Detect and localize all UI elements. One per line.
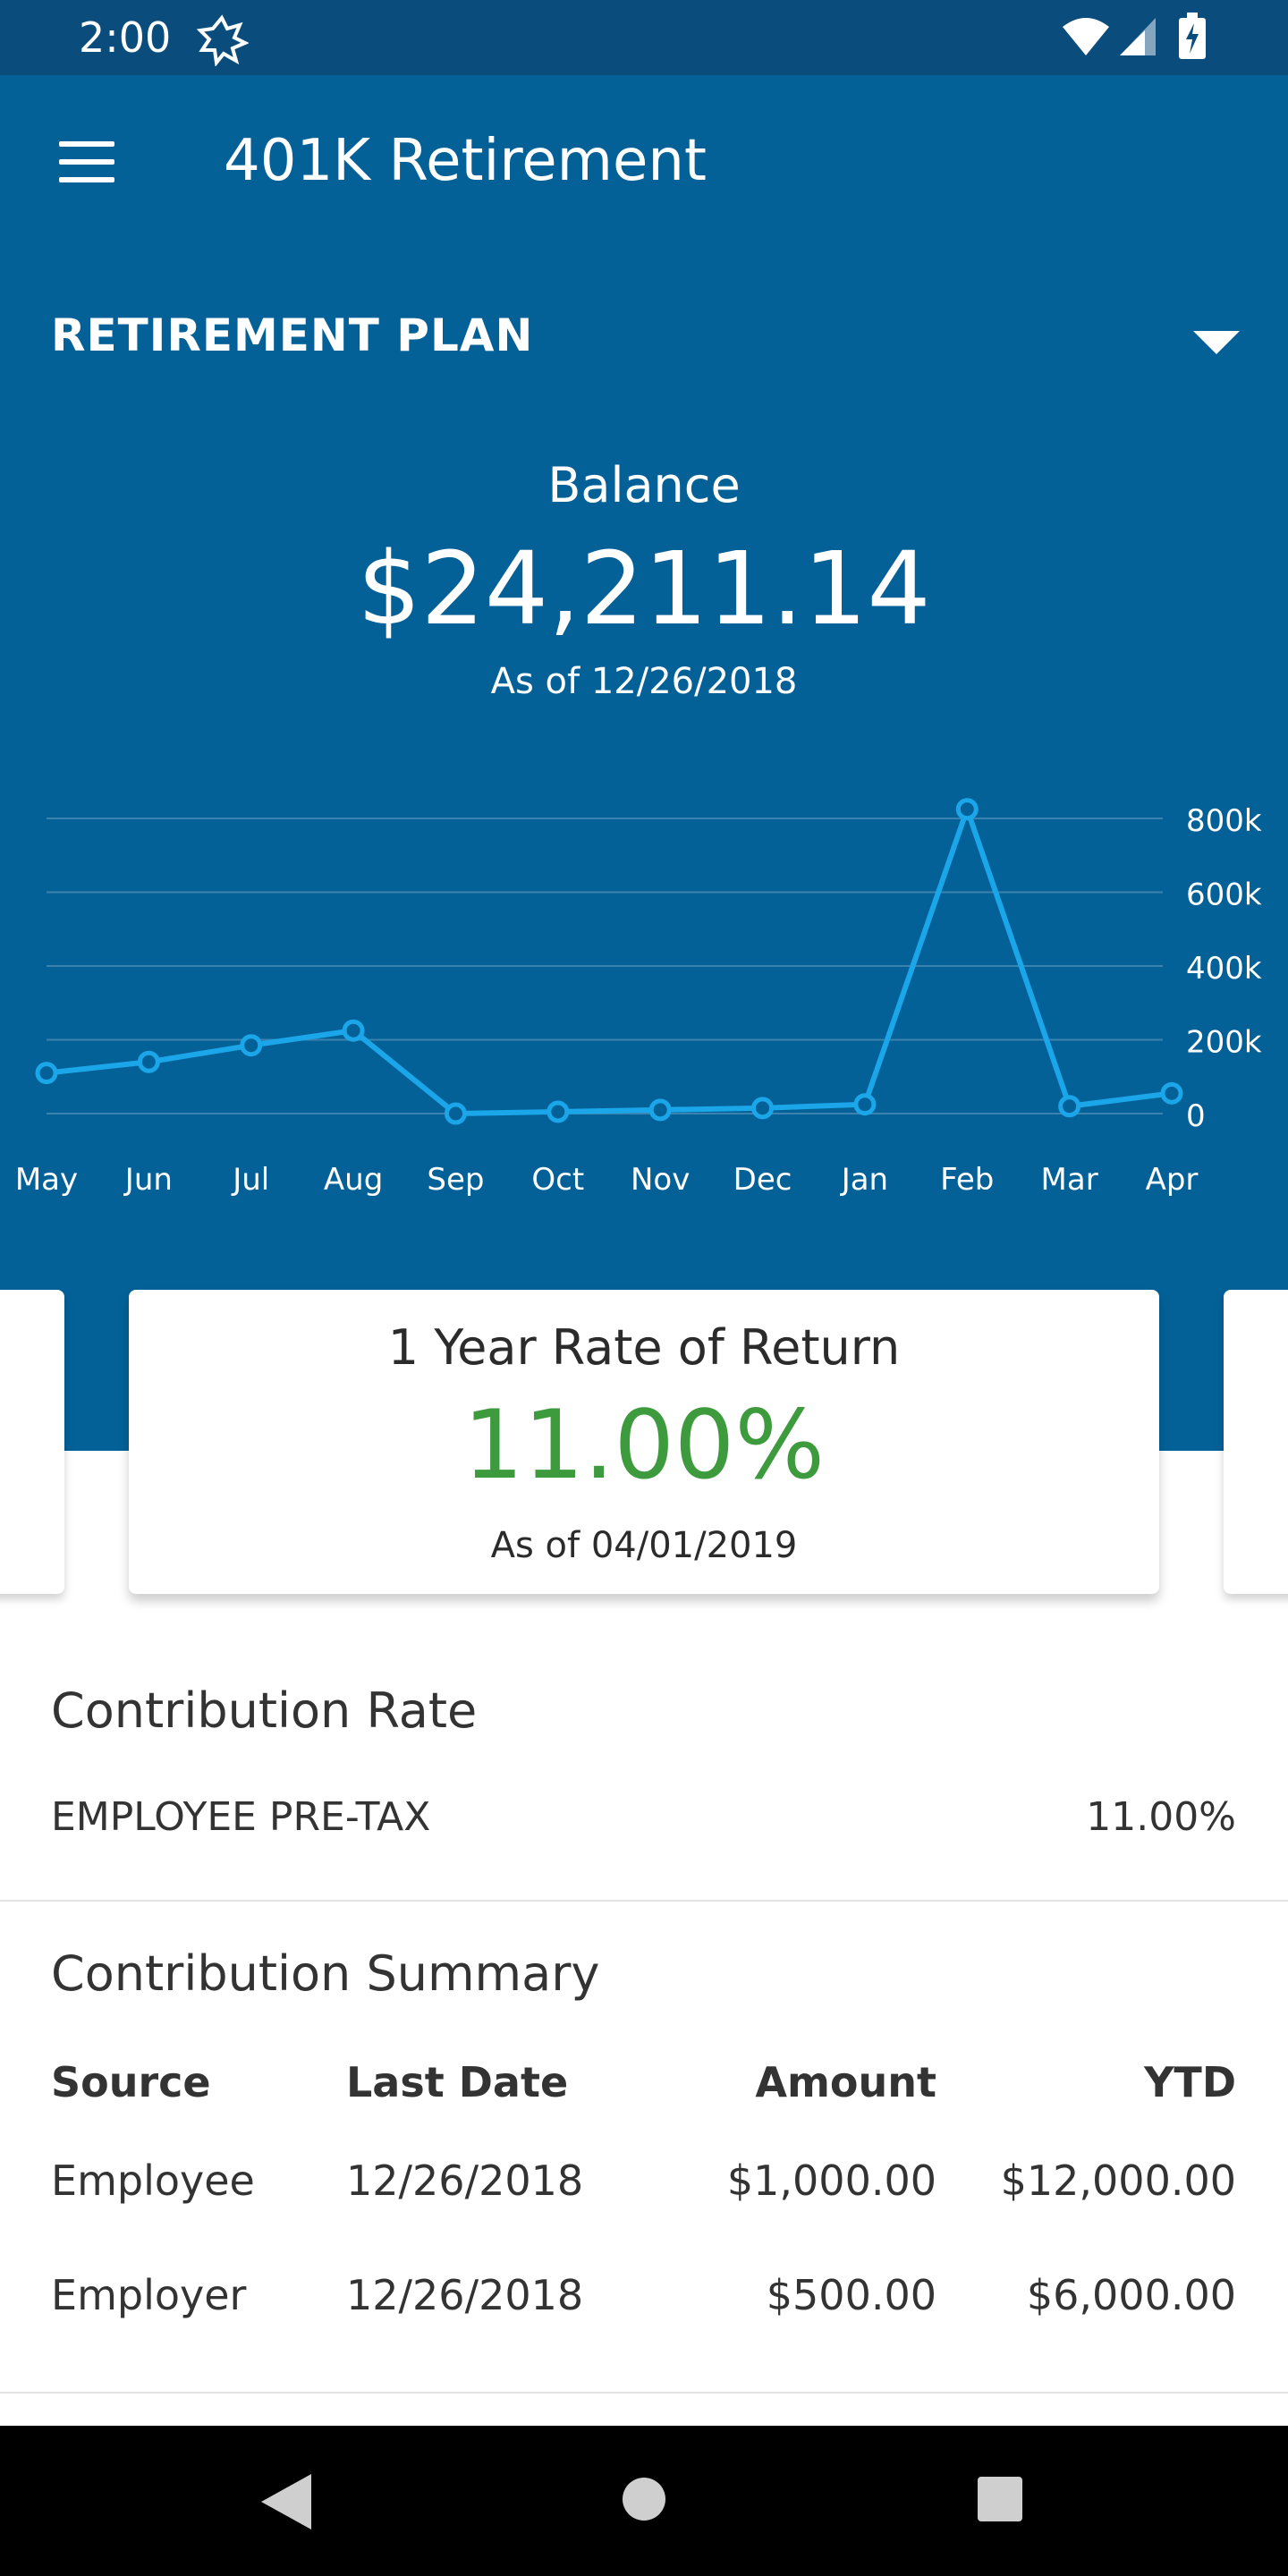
chart-y-tick-label: 600k: [1186, 877, 1262, 913]
chart-x-tick-label: Nov: [631, 1162, 690, 1198]
balance-as-of-date: As of 12/26/2018: [490, 661, 798, 702]
chart-data-point: [955, 798, 979, 821]
chart-data-point: [547, 1100, 570, 1123]
chart-x-tick-label: Oct: [531, 1162, 584, 1198]
chart-x-tick-label: Jul: [231, 1162, 269, 1198]
battery-charging-icon: [1179, 13, 1206, 59]
system-navigation-bar: [0, 2426, 1288, 2576]
contribution-rate-value: 11.00%: [1086, 1794, 1236, 1840]
chart-data-point: [240, 1034, 263, 1057]
column-header-amount: Amount: [755, 2058, 936, 2106]
column-header-last-date: Last Date: [346, 2058, 569, 2106]
row-ytd: $6,000.00: [1026, 2271, 1236, 2319]
row-source: Employer: [51, 2271, 247, 2319]
chart-x-tick-label: Sep: [427, 1162, 484, 1198]
row-source: Employee: [51, 2157, 255, 2205]
chevron-down-icon[interactable]: [1190, 324, 1243, 360]
column-header-ytd: YTD: [1144, 2058, 1236, 2106]
app-title: 401K Retirement: [224, 128, 707, 194]
plan-selector-label[interactable]: RETIREMENT PLAN: [51, 309, 534, 361]
app-badge-icon: [196, 14, 249, 66]
chart-data-point: [35, 1062, 58, 1085]
chart-x-tick-label: Mar: [1041, 1162, 1098, 1198]
chart-data-point: [444, 1102, 467, 1125]
column-header-source: Source: [51, 2058, 211, 2106]
chart-x-tick-label: Feb: [940, 1162, 994, 1198]
chart-y-tick-label: 0: [1186, 1098, 1206, 1134]
carousel-card-previous[interactable]: [0, 1290, 64, 1594]
section-divider: [0, 2392, 1288, 2394]
content-background: [0, 1451, 1288, 2435]
card-as-of-date: As of 04/01/2019: [490, 1525, 798, 1566]
chart-data-point: [137, 1050, 160, 1073]
signal-icon: [1120, 18, 1156, 55]
section-divider: [0, 1900, 1288, 1902]
row-ytd: $12,000.00: [1000, 2157, 1236, 2205]
status-time: 2:00: [79, 13, 172, 62]
chart-x-tick-label: Dec: [733, 1162, 792, 1198]
chart-x-tick-label: May: [15, 1162, 78, 1198]
balance-label: Balance: [547, 457, 741, 513]
recents-icon[interactable]: [977, 2476, 1023, 2522]
chart-y-tick-label: 800k: [1186, 803, 1262, 839]
hero-background: [0, 75, 1288, 1453]
status-bar: 2:00: [0, 0, 1288, 75]
chart-x-tick-label: Jan: [840, 1162, 888, 1198]
home-icon[interactable]: [621, 2476, 667, 2522]
table-row: Employee 12/26/2018 $1,000.00 $12,000.00: [51, 2147, 1236, 2261]
chart-data-point: [1058, 1095, 1081, 1118]
card-title: 1 Year Rate of Return: [387, 1319, 901, 1376]
row-amount: $1,000.00: [726, 2157, 936, 2205]
row-last-date: 12/26/2018: [346, 2157, 584, 2205]
table-row: Employer 12/26/2018 $500.00 $6,000.00: [51, 2261, 1236, 2376]
chart-x-tick-label: Apr: [1146, 1162, 1199, 1198]
contribution-rate-title: Contribution Rate: [51, 1682, 478, 1739]
chart-y-tick-label: 400k: [1186, 951, 1262, 987]
chart-data-point: [1160, 1081, 1183, 1105]
balance-value: $24,211.14: [357, 531, 931, 648]
chart-series-line: [46, 806, 1173, 1116]
chart-x-tick-label: Aug: [324, 1162, 383, 1198]
back-icon[interactable]: [258, 2470, 315, 2533]
rate-of-return-value: 11.00%: [462, 1390, 826, 1500]
chart-y-tick-label: 200k: [1186, 1025, 1262, 1061]
contribution-summary-title: Contribution Summary: [51, 1945, 600, 2002]
row-last-date: 12/26/2018: [346, 2271, 584, 2319]
table-header-row: Source Last Date Amount YTD: [51, 2048, 1236, 2147]
chart-data-point: [342, 1019, 365, 1042]
balance-line-chart: 800k 600k 400k 200k 0 May Jun Jul Aug Sep Oct Nov De…: [15, 798, 1262, 1198]
rate-of-return-card[interactable]: 1 Year Rate of Return 11.00% As of 04/01…: [129, 1290, 1159, 1594]
menu-icon[interactable]: [55, 140, 118, 184]
contribution-rate-label: EMPLOYEE PRE-TAX: [51, 1794, 431, 1840]
row-amount: $500.00: [766, 2271, 936, 2319]
chart-data-point: [853, 1093, 877, 1116]
wifi-icon: [1063, 18, 1109, 55]
chart-data-point: [751, 1097, 775, 1120]
carousel-card-next[interactable]: [1224, 1290, 1288, 1594]
chart-x-tick-label: Jun: [123, 1162, 173, 1198]
chart-data-point: [648, 1098, 672, 1122]
contribution-summary-table: Source Last Date Amount YTD Employee 12/…: [51, 2048, 1236, 2376]
